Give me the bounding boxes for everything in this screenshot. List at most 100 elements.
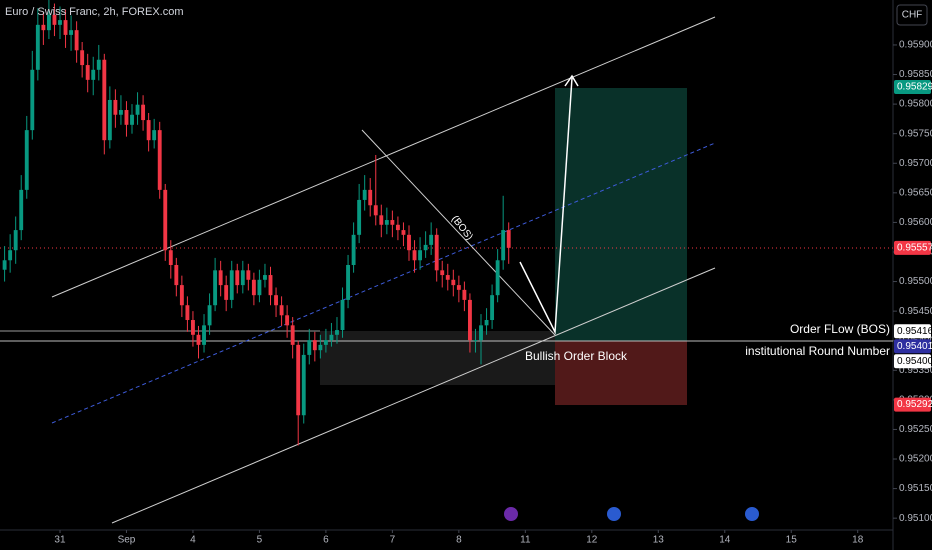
candle-body: [462, 289, 467, 300]
x-tick-label: 8: [456, 535, 462, 546]
candle-body: [412, 250, 417, 261]
candle-body: [135, 104, 140, 115]
candle-body: [479, 325, 483, 341]
candle-body: [8, 250, 13, 261]
target-zone: [555, 88, 687, 341]
candle-body: [268, 275, 273, 296]
price-label: 0.95829: [897, 82, 932, 93]
price-label: 0.95401: [897, 341, 932, 352]
candle-body: [96, 59, 101, 70]
candle-body: [445, 275, 450, 280]
candle-body: [30, 69, 35, 131]
candles: [2, 0, 511, 446]
x-tick-label: 6: [323, 535, 329, 546]
candle-body: [418, 250, 423, 261]
order-block-label: Bullish Order Block: [525, 349, 628, 363]
candle-body: [196, 334, 201, 345]
candle-body: [13, 230, 18, 251]
channel-mid: [51, 142, 716, 424]
price-label: 0.95292: [897, 399, 932, 410]
price-label-box: [894, 324, 931, 339]
candle-body: [340, 299, 345, 331]
order-block-zone: [320, 331, 555, 385]
y-tick-label: 0.95200: [899, 454, 932, 465]
x-tick-label: 14: [719, 535, 731, 546]
y-tick-label: 0.95500: [899, 276, 932, 287]
x-tick-label: 31: [54, 535, 66, 546]
candle-body: [257, 279, 262, 296]
candle-body: [124, 110, 129, 125]
candle-body: [63, 20, 68, 35]
y-tick-label: 0.95900: [899, 40, 932, 51]
candle-body: [312, 340, 317, 351]
candle-body: [335, 330, 339, 335]
price-label: 0.95400: [897, 356, 932, 367]
candle-body: [434, 234, 439, 271]
candle-body: [251, 279, 256, 296]
candle-body: [362, 189, 367, 200]
x-tick-label: 5: [257, 535, 263, 546]
x-tick-label: 4: [190, 535, 196, 546]
candle-body: [80, 50, 85, 66]
channel-lower: [111, 267, 716, 524]
candle-body: [168, 250, 173, 265]
candle-body: [240, 270, 245, 286]
event-icon: [745, 507, 759, 521]
price-label: 0.95416: [897, 326, 932, 337]
round-number-label: institutional Round Number: [745, 344, 890, 358]
y-tick-label: 0.95350: [899, 365, 932, 376]
candle-body: [368, 189, 373, 206]
candle-body: [473, 340, 478, 342]
candle-body: [467, 299, 472, 341]
candle-body: [130, 114, 134, 125]
event-icon: [607, 507, 621, 521]
candle-body: [91, 69, 96, 80]
order-flow-label: Order FLow (BOS): [790, 322, 890, 336]
candle-body: [323, 340, 328, 345]
candle-body: [451, 279, 456, 286]
currency-box: [896, 4, 928, 26]
candle-body: [407, 234, 411, 251]
candle-body: [207, 305, 212, 326]
x-tick-label: 15: [786, 535, 798, 546]
price-label-box: [894, 79, 931, 94]
y-tick-label: 0.95700: [899, 158, 932, 169]
candle-body: [285, 315, 290, 326]
price-label: 0.95557: [897, 242, 932, 253]
projection-arrow: [519, 77, 573, 335]
candle-body: [41, 24, 46, 31]
drawings: [0, 16, 893, 524]
candle-body: [69, 30, 74, 35]
y-tick-label: 0.95800: [899, 99, 932, 110]
price-label-box: [894, 240, 931, 255]
y-tick-label: 0.95250: [899, 424, 932, 435]
candle-body: [501, 230, 506, 261]
x-tick-label: Sep: [118, 535, 136, 546]
y-tick-label: 0.95650: [899, 187, 932, 198]
candle-body: [274, 295, 278, 306]
candle-body: [229, 270, 234, 300]
candle-body: [301, 354, 306, 416]
x-tick-label: 18: [852, 535, 864, 546]
y-tick-label: 0.95850: [899, 69, 932, 80]
candle-body: [35, 24, 40, 70]
candle-body: [185, 305, 190, 321]
y-tick-label: 0.95150: [899, 483, 932, 494]
candle-body: [74, 30, 79, 51]
x-tick-label: 13: [653, 535, 665, 546]
candle-body: [384, 220, 389, 225]
candle-body: [395, 224, 400, 231]
y-tick-label: 0.95750: [899, 128, 932, 139]
candle-body: [484, 320, 489, 326]
arrow-head: [564, 74, 579, 87]
y-tick-label: 0.95600: [899, 217, 932, 228]
candle-body: [46, 14, 51, 31]
x-tick-label: 7: [390, 535, 396, 546]
candle-body: [218, 270, 223, 286]
candle-body: [113, 99, 118, 115]
candle-body: [24, 130, 29, 190]
candle-body: [429, 234, 434, 245]
bos-trendline: [361, 129, 556, 336]
candle-body: [146, 120, 151, 141]
